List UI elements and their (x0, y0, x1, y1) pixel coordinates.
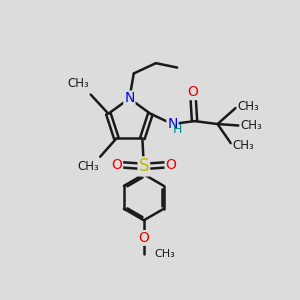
Text: N: N (124, 92, 135, 106)
Text: O: O (188, 85, 199, 99)
Text: CH₃: CH₃ (237, 100, 259, 113)
Text: S: S (139, 158, 149, 175)
Text: CH₃: CH₃ (232, 139, 254, 152)
Text: CH₃: CH₃ (240, 119, 262, 132)
Text: N: N (167, 117, 178, 131)
Text: O: O (138, 231, 149, 245)
Text: CH₃: CH₃ (68, 77, 89, 90)
Text: CH₃: CH₃ (154, 249, 175, 259)
Text: H: H (173, 122, 182, 136)
Text: O: O (166, 158, 176, 172)
Text: CH₃: CH₃ (77, 160, 99, 173)
Text: O: O (111, 158, 122, 172)
